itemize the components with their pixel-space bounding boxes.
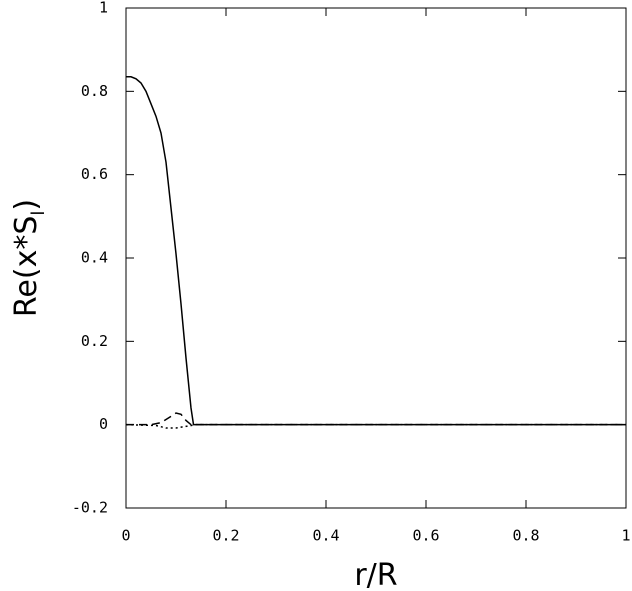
y-tick-label: 1 — [99, 0, 108, 17]
y-tick-label: 0 — [99, 415, 108, 433]
y-tick-label: -0.2 — [72, 499, 108, 517]
y-tick-label: 0.6 — [81, 165, 108, 183]
y-tick-label: 0.4 — [81, 249, 108, 267]
y-label-main: Re(x*S — [9, 216, 44, 317]
series-line — [126, 412, 626, 426]
y-label-close: ) — [9, 199, 44, 211]
y-tick-label: 0.2 — [81, 332, 108, 350]
x-tick-label: 0.8 — [512, 527, 539, 545]
plot-frame — [125, 7, 627, 509]
y-label-sub: l — [28, 211, 49, 216]
x-tick-label: 1 — [621, 527, 630, 545]
y-axis-label: Re(x*Sl) — [9, 199, 49, 317]
x-axis-label: r/R — [354, 558, 397, 591]
x-tick-label: 0.4 — [312, 527, 339, 545]
series-line — [125, 423, 626, 429]
x-tick-label: 0 — [121, 527, 130, 545]
x-tick-label: 0.6 — [412, 527, 439, 545]
y-tick-label: 0.8 — [81, 82, 108, 100]
x-tick-label: 0.2 — [212, 527, 239, 545]
series-line — [126, 76, 626, 426]
